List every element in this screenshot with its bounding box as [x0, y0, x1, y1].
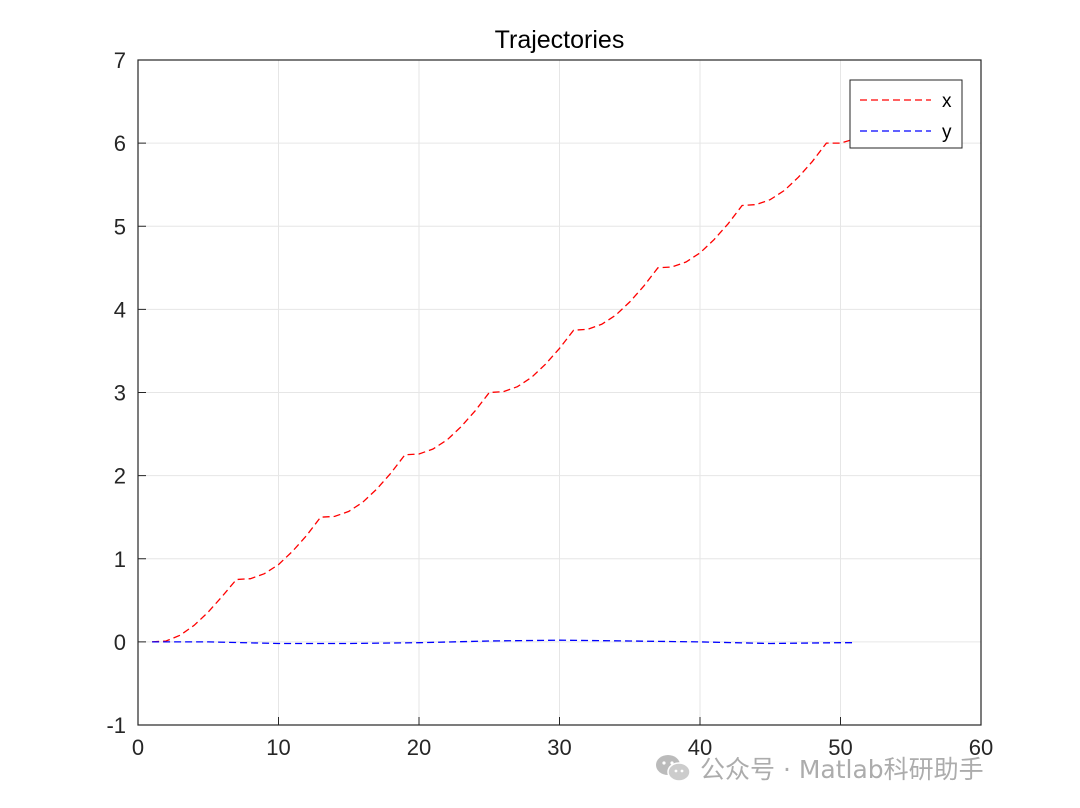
x-tick-label: 20	[407, 735, 431, 760]
legend: x y	[849, 79, 963, 149]
legend-label-y: y	[942, 122, 952, 143]
x-tick-label: 0	[132, 735, 144, 760]
wechat-icon	[656, 755, 691, 782]
x-tick-label: 10	[266, 735, 290, 760]
chart-title: Trajectories	[495, 26, 625, 54]
x-tick-label: 30	[547, 735, 571, 760]
x-tick-label: 50	[828, 735, 852, 760]
y-tick-label: 7	[114, 48, 126, 73]
y-tick-label: 2	[114, 464, 126, 489]
series-layer	[152, 138, 855, 645]
x-tick-label: 40	[688, 735, 712, 760]
grid-lines	[137, 59, 982, 726]
y-tick-label: 5	[114, 214, 126, 239]
watermark-text: 公众号 · Matlab科研助手	[700, 755, 984, 784]
y-tick-label: 6	[114, 131, 126, 156]
x-tick-label: 60	[969, 735, 993, 760]
y-tick-label: 1	[114, 547, 126, 572]
series-line-y	[152, 639, 855, 645]
watermark: 公众号 · Matlab科研助手	[654, 748, 984, 788]
legend-label-x: x	[942, 91, 952, 112]
y-tick-label: 3	[114, 381, 126, 406]
y-tick-label: 4	[114, 297, 126, 322]
legend-box	[849, 79, 963, 149]
series-line-x	[152, 138, 855, 643]
y-tick-label: -1	[106, 713, 126, 738]
y-tick-label: 0	[114, 630, 126, 655]
